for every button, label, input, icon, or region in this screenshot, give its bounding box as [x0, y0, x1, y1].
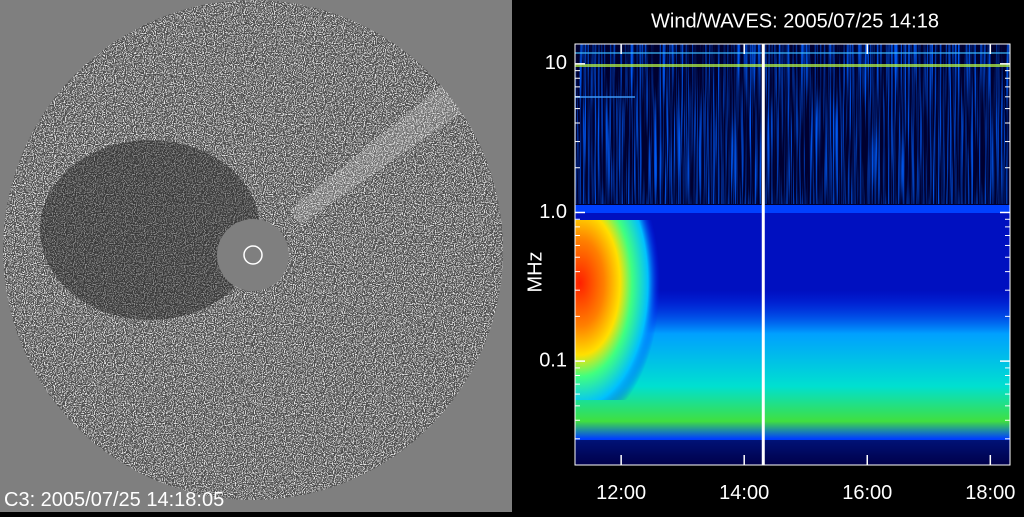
x-tick-label: 16:00	[842, 482, 892, 504]
plot-frame	[574, 43, 1011, 466]
x-tick-label: 18:00	[965, 482, 1015, 504]
y-tick-label: 1.0	[539, 201, 567, 223]
chart-title: Wind/WAVES: 2005/07/25 14:18	[651, 10, 939, 32]
x-tick-label: 12:00	[596, 482, 646, 504]
image-caption: C3: 2005/07/25 14:18:05	[4, 489, 224, 511]
x-tick-label: 14:00	[719, 482, 769, 504]
sun-outline	[243, 245, 263, 265]
occulter	[217, 219, 289, 291]
y-tick-label: 0.1	[539, 349, 567, 371]
spectrogram	[575, 44, 1010, 465]
y-axis-label: MHz	[524, 251, 546, 292]
y-tick-label: 10	[545, 52, 567, 74]
